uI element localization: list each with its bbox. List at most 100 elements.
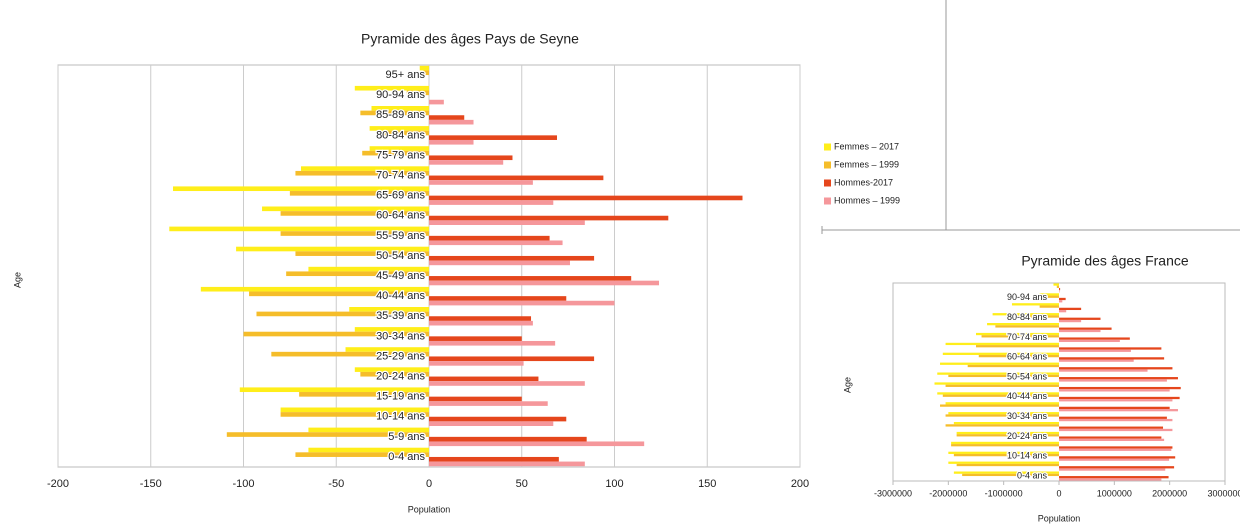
bar	[1059, 448, 1172, 451]
bar	[429, 401, 548, 406]
bar	[429, 396, 522, 402]
bar	[1039, 293, 1059, 296]
bar	[976, 332, 1059, 336]
bar	[1059, 327, 1112, 330]
bar	[1053, 283, 1059, 286]
bar	[173, 186, 429, 192]
x-tick-label: 1000000	[1097, 488, 1132, 498]
x-tick-label: -50	[328, 478, 344, 490]
bar	[169, 226, 430, 232]
bar	[1059, 458, 1170, 461]
bar	[354, 327, 429, 332]
category-label: 70-74 ans	[376, 169, 425, 181]
bar	[945, 342, 1059, 346]
x-tick-label: 100	[605, 478, 623, 490]
bar	[295, 251, 429, 256]
x-tick-label: 3000000	[1207, 488, 1240, 498]
x-tick-label: 150	[698, 478, 716, 490]
x-tick-label: -1000000	[985, 488, 1023, 498]
bar	[940, 404, 1059, 407]
chart-title: Pyramide des âges Pays de Seyne	[361, 31, 579, 47]
bar	[956, 431, 1059, 435]
category-label: 10-14 ans	[1007, 451, 1048, 461]
x-axis-label: Population	[408, 504, 451, 514]
bar	[429, 381, 585, 386]
x-tick-label: -2000000	[929, 488, 967, 498]
bar	[429, 461, 585, 467]
bar	[1059, 310, 1067, 313]
bar	[1059, 377, 1178, 380]
bar	[981, 335, 1059, 338]
bar	[429, 356, 595, 362]
bar	[1045, 295, 1059, 298]
bar	[308, 447, 429, 453]
bar	[1059, 428, 1173, 432]
x-tick-label: -100	[232, 478, 254, 490]
bar	[1059, 466, 1175, 469]
bar	[937, 372, 1059, 375]
bar	[1059, 329, 1101, 333]
bar	[249, 291, 429, 297]
bar	[236, 246, 429, 252]
bar	[280, 407, 429, 413]
category-label: 55-59 ans	[376, 230, 425, 242]
category-label: 25-29 ans	[376, 350, 425, 362]
bar	[299, 392, 429, 397]
bar	[429, 99, 444, 105]
bar	[429, 260, 570, 266]
legend-label: Femmes – 2017	[834, 141, 899, 151]
bar	[349, 307, 429, 312]
category-label: 30-34 ans	[376, 330, 425, 342]
bar	[987, 322, 1059, 326]
category-label: 45-49 ans	[376, 270, 425, 282]
bar	[200, 286, 429, 292]
bar	[1059, 319, 1082, 323]
bar	[429, 135, 557, 140]
bar	[429, 235, 550, 241]
bar	[354, 367, 429, 372]
bar	[1059, 317, 1101, 320]
bar	[934, 382, 1059, 385]
bar	[429, 200, 554, 205]
bar	[1056, 285, 1059, 288]
bar	[940, 362, 1059, 365]
category-label: 40-44 ans	[1007, 391, 1048, 401]
bar	[1059, 476, 1169, 479]
bar	[429, 300, 615, 306]
category-label: 15-19 ans	[376, 391, 425, 403]
bar	[978, 354, 1059, 358]
bar	[967, 364, 1059, 368]
bar	[937, 392, 1059, 395]
x-axis-label: Population	[1038, 513, 1081, 523]
category-label: 30-34 ans	[1007, 411, 1048, 421]
bar	[942, 352, 1059, 355]
bar	[948, 461, 1059, 464]
bar	[1059, 416, 1167, 419]
bar	[429, 240, 563, 246]
bar	[262, 206, 429, 212]
legend-swatch	[824, 143, 831, 151]
bar	[953, 453, 1059, 457]
x-tick-label: -3000000	[874, 488, 912, 498]
bar	[1059, 297, 1066, 301]
bar	[992, 313, 1059, 316]
category-label: 70-74 ans	[1007, 332, 1048, 342]
bar	[1059, 337, 1130, 340]
bar	[271, 351, 429, 357]
legend-label: Hommes – 1999	[834, 195, 900, 205]
bar	[1059, 300, 1063, 303]
y-axis-label: Age	[842, 377, 852, 393]
bar	[945, 424, 1059, 427]
category-label: 0-4 ans	[1017, 470, 1048, 480]
category-label: 65-69 ans	[376, 190, 425, 202]
bar	[953, 421, 1059, 425]
category-label: 90-94 ans	[376, 89, 425, 101]
bar	[280, 211, 429, 216]
category-label: 75-79 ans	[376, 149, 425, 161]
bar	[429, 195, 743, 201]
bar	[345, 347, 429, 352]
bar	[951, 441, 1059, 445]
bar	[945, 414, 1059, 417]
legend-label: Hommes-2017	[834, 177, 893, 187]
